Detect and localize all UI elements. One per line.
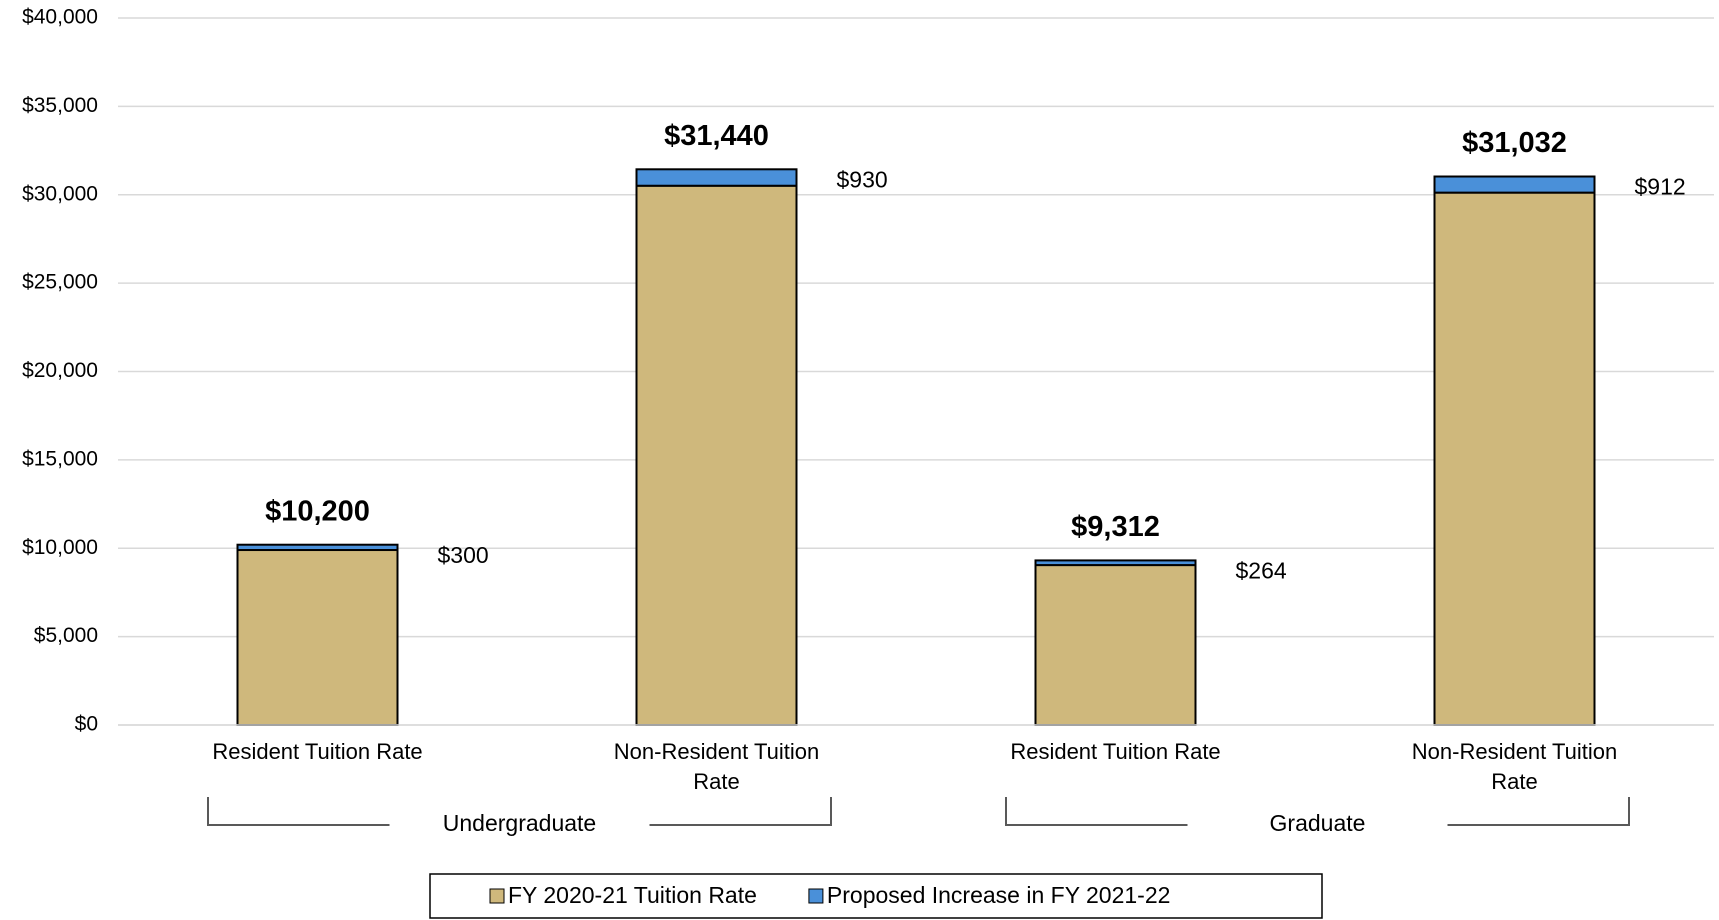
y-tick-label: $35,000 [22, 94, 98, 117]
total-label: $10,200 [265, 495, 370, 527]
total-label: $31,032 [1462, 127, 1567, 159]
bar-segment [1433, 191, 1596, 726]
y-tick-label: $0 [75, 713, 98, 736]
x-tick-label: Non-Resident Tuition Rate [1411, 739, 1618, 794]
legend-swatch [489, 888, 505, 904]
y-tick-label: $15,000 [22, 447, 98, 470]
total-label: $31,440 [664, 120, 769, 152]
y-tick-label: $40,000 [22, 6, 98, 29]
group-label: Graduate [1270, 810, 1366, 836]
legend-label: FY 2020-21 Tuition Rate [508, 882, 757, 908]
x-tick-label: Resident Tuition Rate [1010, 739, 1221, 764]
bar-segment [1433, 175, 1596, 194]
segment-label: $930 [837, 166, 888, 192]
legend-label: Proposed Increase in FY 2021-22 [827, 882, 1171, 908]
y-tick-label: $25,000 [22, 271, 98, 294]
group-label: Undergraduate [443, 810, 596, 836]
group-bracket [1005, 797, 1630, 826]
x-tick-label: Resident Tuition Rate [212, 739, 423, 764]
bar-segment [635, 184, 798, 726]
total-label: $9,312 [1071, 511, 1160, 543]
segment-label: $912 [1635, 174, 1686, 200]
bar-segment [1034, 564, 1197, 726]
group-bracket [207, 797, 832, 826]
y-tick-label: $5,000 [34, 624, 98, 647]
segment-label: $264 [1236, 557, 1287, 583]
y-tick-label: $10,000 [22, 536, 98, 559]
legend-box [429, 873, 1323, 919]
x-tick-label: Non-Resident Tuition Rate [613, 739, 820, 794]
legend-swatch [808, 888, 824, 904]
y-tick-label: $30,000 [22, 182, 98, 205]
y-tick-label: $20,000 [22, 359, 98, 382]
bar-segment [635, 168, 798, 187]
bar-segment [236, 543, 399, 552]
bar-segment [236, 549, 399, 727]
segment-label: $300 [438, 542, 489, 568]
bar-segment [1034, 559, 1197, 567]
